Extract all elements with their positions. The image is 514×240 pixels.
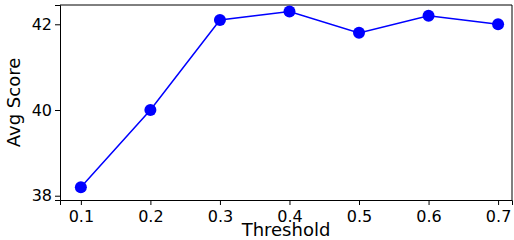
x-tick-mark: [81, 200, 82, 205]
y-tick-mark: [55, 196, 60, 197]
y-tick: 38: [32, 186, 60, 205]
y-tick-mark: [55, 24, 60, 25]
x-tick-label: 0.5: [347, 207, 372, 226]
frame-right: [512, 5, 513, 200]
x-tick-mark: [150, 200, 151, 205]
marker: [423, 10, 435, 22]
x-tick: 0.2: [138, 200, 163, 226]
marker: [214, 14, 226, 26]
x-axis-title: Threshold: [241, 219, 331, 240]
x-tick: 0.3: [208, 200, 233, 226]
x-tick-label: 0.6: [416, 207, 441, 226]
y-tick-label: 40: [32, 101, 52, 120]
x-tick: 0.1: [69, 200, 94, 226]
series: [75, 5, 504, 193]
y-axis-line: [55, 6, 61, 201]
x-tick-mark: [220, 200, 221, 205]
chart: 0.10.20.30.40.50.60.7384042ThresholdAvg …: [0, 0, 514, 240]
marker: [75, 181, 87, 193]
marker: [144, 104, 156, 116]
x-tick: 0.7: [486, 200, 511, 226]
y-tick-label: 38: [32, 186, 52, 205]
x-axis-line: [61, 201, 513, 206]
y-tick-mark: [55, 110, 60, 111]
frame-top: [60, 5, 512, 6]
x-tick-mark: [498, 200, 499, 205]
y-axis-title: Avg Score: [3, 58, 24, 147]
marker: [492, 18, 504, 30]
x-tick: 0.5: [347, 200, 372, 226]
x-tick-label: 0.2: [138, 207, 163, 226]
x-tick: 0.6: [416, 200, 441, 226]
x-tick-label: 0.7: [486, 207, 511, 226]
marker: [283, 5, 295, 17]
y-tick: 40: [32, 101, 60, 120]
y-tick-label: 42: [32, 15, 52, 34]
line: [81, 11, 498, 187]
plot-area: 0.10.20.30.40.50.60.7384042: [32, 5, 513, 226]
x-tick-mark: [289, 200, 290, 205]
y-axis: 38 40 42: [32, 6, 61, 206]
y-tick: 42: [32, 15, 60, 34]
x-tick-label: 0.3: [208, 207, 233, 226]
marker: [353, 27, 365, 39]
x-tick-mark: [359, 200, 360, 205]
x-tick-mark: [429, 200, 430, 205]
x-tick-label: 0.1: [69, 207, 94, 226]
